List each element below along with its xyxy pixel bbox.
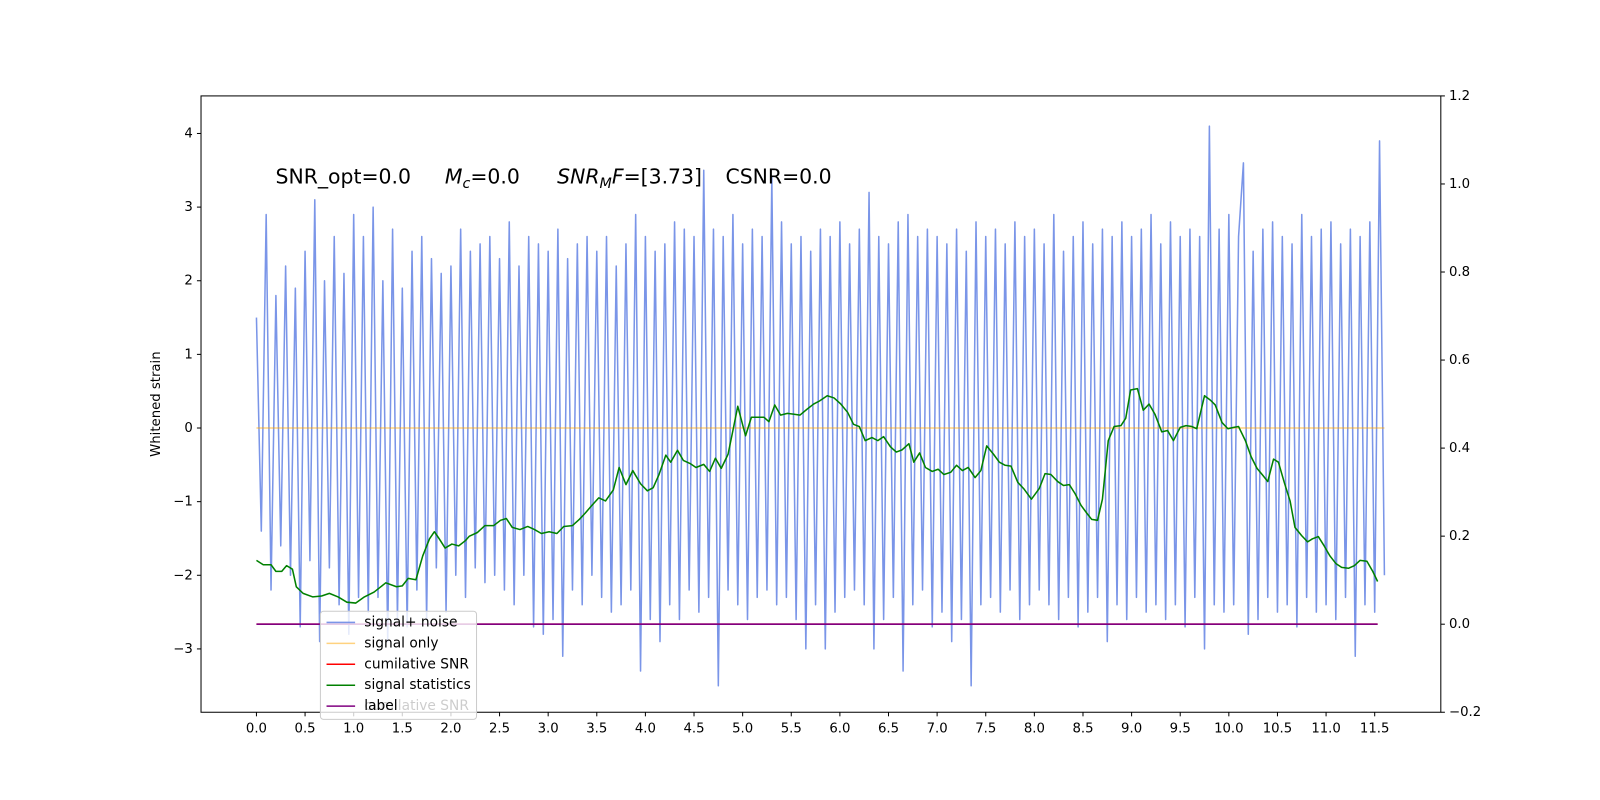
annotation-part: CSNR=0.0: [726, 165, 832, 189]
y-tick-label: −3: [173, 642, 193, 657]
y-tick-label: −2: [173, 568, 193, 583]
x-tick-label: 7.5: [975, 722, 996, 737]
annotation-part: =0.0: [470, 165, 520, 189]
y2-tick-label: 0.6: [1449, 353, 1470, 368]
y2-tick-label: 0.4: [1449, 441, 1470, 456]
annotation-part: M: [445, 165, 463, 189]
legend-label: signal only: [364, 635, 438, 651]
annotation-part: SNR_opt=0.0: [276, 165, 412, 190]
annotation-part: SNR: [557, 165, 599, 189]
legend-label: signal+ noise: [364, 614, 457, 630]
x-tick-label: 9.0: [1121, 722, 1142, 737]
x-tick-label: 6.5: [878, 722, 899, 737]
axes-frame: [200, 95, 1442, 713]
x-tick-label: 4.0: [635, 722, 656, 737]
legend-label: cumilative SNR: [364, 656, 469, 672]
legend-label: signal statistics: [364, 677, 470, 693]
annotation: Mc=0.0: [445, 165, 520, 192]
x-tick-label: 3.0: [538, 722, 559, 737]
series-line: [255, 125, 1386, 687]
annotation-part: =[3.73]: [624, 165, 702, 189]
y-tick-label: −1: [173, 495, 193, 510]
y2-tick-label: 0.2: [1449, 529, 1470, 544]
legend-label: label: [364, 698, 397, 714]
x-tick-label: 4.5: [683, 722, 704, 737]
x-tick-label: 11.0: [1311, 722, 1341, 737]
x-tick-label: 1.0: [343, 722, 364, 737]
series-line: [256, 387, 1379, 604]
y2-tick-label: −0.2: [1449, 705, 1481, 720]
y-tick-label: 0: [184, 421, 192, 436]
annotation: SNRMF=[3.73]: [557, 165, 702, 192]
y-tick-label: 3: [184, 200, 192, 215]
x-tick-label: 11.5: [1360, 722, 1390, 737]
y2-tick-label: 0.8: [1449, 265, 1470, 280]
x-tick-label: 0.0: [246, 722, 267, 737]
x-tick-label: 5.5: [781, 722, 802, 737]
annotation-part: c: [462, 176, 470, 192]
x-tick-label: 8.0: [1024, 722, 1045, 737]
x-tick-label: 8.5: [1072, 722, 1093, 737]
x-tick-label: 2.0: [440, 722, 461, 737]
annotation: CSNR=0.0: [726, 165, 832, 189]
x-tick-label: 9.5: [1170, 722, 1191, 737]
x-tick-label: 1.5: [392, 722, 413, 737]
legend-box: [319, 610, 478, 720]
y-tick-label: 4: [184, 126, 192, 141]
annotations: SNR_opt=0.0 Mc=0.0 SNRMF=[3.73] CSNR=0.0: [276, 165, 832, 192]
y-tick-label: 2: [184, 274, 192, 289]
x-tick-label: 0.5: [295, 722, 316, 737]
x-tick-label: 10.0: [1214, 722, 1244, 737]
annotation: SNR_opt=0.0: [276, 165, 412, 190]
y2-tick-label: 0.0: [1449, 617, 1470, 632]
annotation-part: F: [612, 165, 624, 189]
x-tick-label: 5.0: [732, 722, 753, 737]
x-tick-label: 6.0: [829, 722, 850, 737]
annotation-part: M: [600, 176, 612, 192]
x-tick-label: 2.5: [489, 722, 510, 737]
axes: 0.0 0.5 1.0 1.5 2.0 2.5 3.0 3.5 4.0 4.5 5.0 5.5 6.0 6…: [173, 89, 1481, 737]
y2-tick-label: 1.0: [1449, 177, 1470, 192]
x-tick-label: 7.0: [927, 722, 948, 737]
y2-tick-label: 1.2: [1449, 89, 1470, 104]
x-tick-label: 3.5: [586, 722, 607, 737]
y-tick-label: 1: [184, 347, 192, 362]
y-axis-label: Whitened strain: [149, 351, 164, 456]
x-tick-label: 10.5: [1263, 722, 1293, 737]
